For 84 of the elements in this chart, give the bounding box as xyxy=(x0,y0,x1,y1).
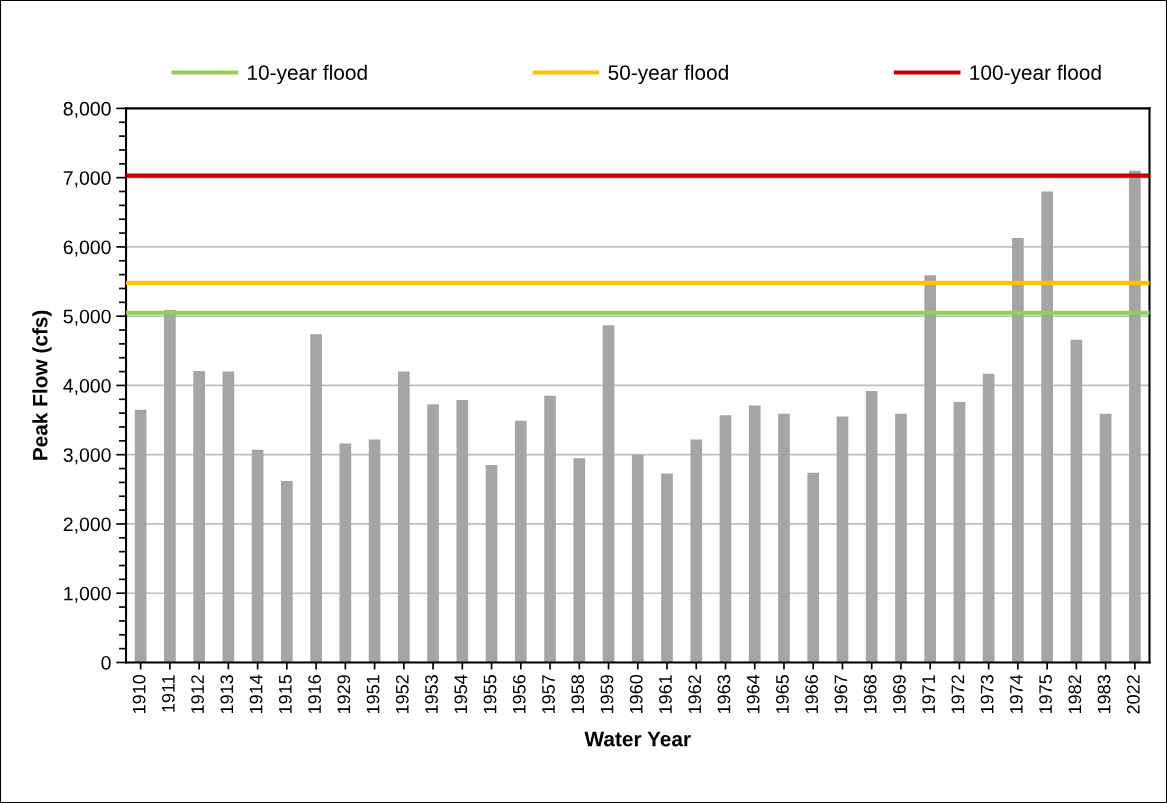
x-tick-label: 1975 xyxy=(1039,675,1052,714)
bar xyxy=(924,275,937,663)
x-tick-label: 1955 xyxy=(483,675,497,714)
bar xyxy=(193,370,205,663)
x-tick-label: 2022 xyxy=(1126,675,1140,714)
bar xyxy=(661,473,673,663)
x-tick-label: 1916 xyxy=(308,675,321,714)
x-tick-label: 1961 xyxy=(659,675,672,714)
bar xyxy=(514,420,527,663)
bar xyxy=(778,413,790,663)
x-tick-label: 1957 xyxy=(542,675,555,714)
x-tick-label: 1973 xyxy=(980,675,994,714)
x-tick-label: 1969 xyxy=(893,675,906,714)
x-tick-label: 1960 xyxy=(629,674,643,714)
x-tick-label: 1963 xyxy=(717,675,731,714)
x-tick-label: 1974 xyxy=(1009,674,1023,714)
x-tick-label: 1965 xyxy=(776,675,789,714)
bar xyxy=(865,390,878,663)
bar xyxy=(397,371,410,663)
x-tick-label: 1982 xyxy=(1068,675,1082,714)
bar xyxy=(368,439,381,663)
legend-label: 100-year flood xyxy=(970,64,1101,85)
bar xyxy=(953,402,966,663)
x-axis-title: Water Year xyxy=(584,731,691,747)
bar xyxy=(807,472,820,663)
x-tick-label: 1983 xyxy=(1097,675,1111,714)
y-tick-label: 2,000 xyxy=(63,517,111,534)
x-tick-label: 1929 xyxy=(337,675,351,714)
y-axis-title: Peak Flow (cfs) xyxy=(32,310,52,460)
bar xyxy=(690,439,703,663)
bar xyxy=(1070,339,1083,663)
x-tick-label: 1915 xyxy=(278,675,292,714)
x-tick-label: 1968 xyxy=(863,675,877,714)
bar xyxy=(1129,170,1141,663)
y-tick-label: 3,000 xyxy=(63,448,111,465)
x-tick-label: 1964 xyxy=(746,674,760,714)
x-tick-label: 1967 xyxy=(834,675,848,714)
y-tick-label: 5,000 xyxy=(63,309,111,326)
bar xyxy=(310,334,322,663)
bar xyxy=(427,404,439,663)
x-tick-label: 1954 xyxy=(454,674,468,714)
x-tick-label: 1971 xyxy=(922,675,936,714)
x-tick-label: 1911 xyxy=(161,675,175,712)
bar xyxy=(1012,237,1024,663)
y-tick-label: 4,000 xyxy=(63,378,111,395)
x-tick-label: 1962 xyxy=(688,675,702,714)
bar xyxy=(134,409,147,663)
legend-label: 10-year flood xyxy=(248,64,367,85)
x-tick-label: 1913 xyxy=(220,675,234,714)
bar xyxy=(573,458,586,663)
y-tick-label: 0 xyxy=(101,655,111,670)
y-tick-label: 8,000 xyxy=(63,101,111,118)
bar xyxy=(251,449,264,663)
bar xyxy=(281,481,293,663)
x-tick-label: 1966 xyxy=(805,675,819,714)
bar xyxy=(836,416,849,663)
bar xyxy=(719,415,732,663)
x-tick-label: 1959 xyxy=(600,675,614,714)
y-tick-label: 7,000 xyxy=(63,171,111,188)
bar xyxy=(544,395,556,663)
bar xyxy=(164,309,176,663)
bar xyxy=(1041,191,1053,663)
x-tick-label: 1914 xyxy=(249,674,263,714)
x-tick-label: 1912 xyxy=(191,675,204,714)
x-tick-label: 1956 xyxy=(512,675,526,714)
bar xyxy=(1099,413,1112,663)
legend-label: 50-year flood xyxy=(608,64,728,85)
bar xyxy=(602,325,615,663)
x-tick-label: 1951 xyxy=(366,675,380,714)
y-tick-label: 6,000 xyxy=(63,240,111,257)
bar xyxy=(339,443,352,663)
x-tick-label: 1958 xyxy=(571,675,585,714)
x-tick-label: 1953 xyxy=(425,675,438,714)
x-tick-label: 1972 xyxy=(951,675,965,714)
bar xyxy=(485,465,498,663)
bar xyxy=(895,413,907,663)
bar xyxy=(631,454,644,663)
bar xyxy=(222,371,235,663)
bar xyxy=(748,405,761,663)
bar xyxy=(456,399,469,663)
x-tick-label: 1952 xyxy=(395,675,409,714)
y-tick-label: 1,000 xyxy=(64,586,111,603)
bar xyxy=(982,373,995,663)
x-tick-label: 1910 xyxy=(132,674,146,714)
